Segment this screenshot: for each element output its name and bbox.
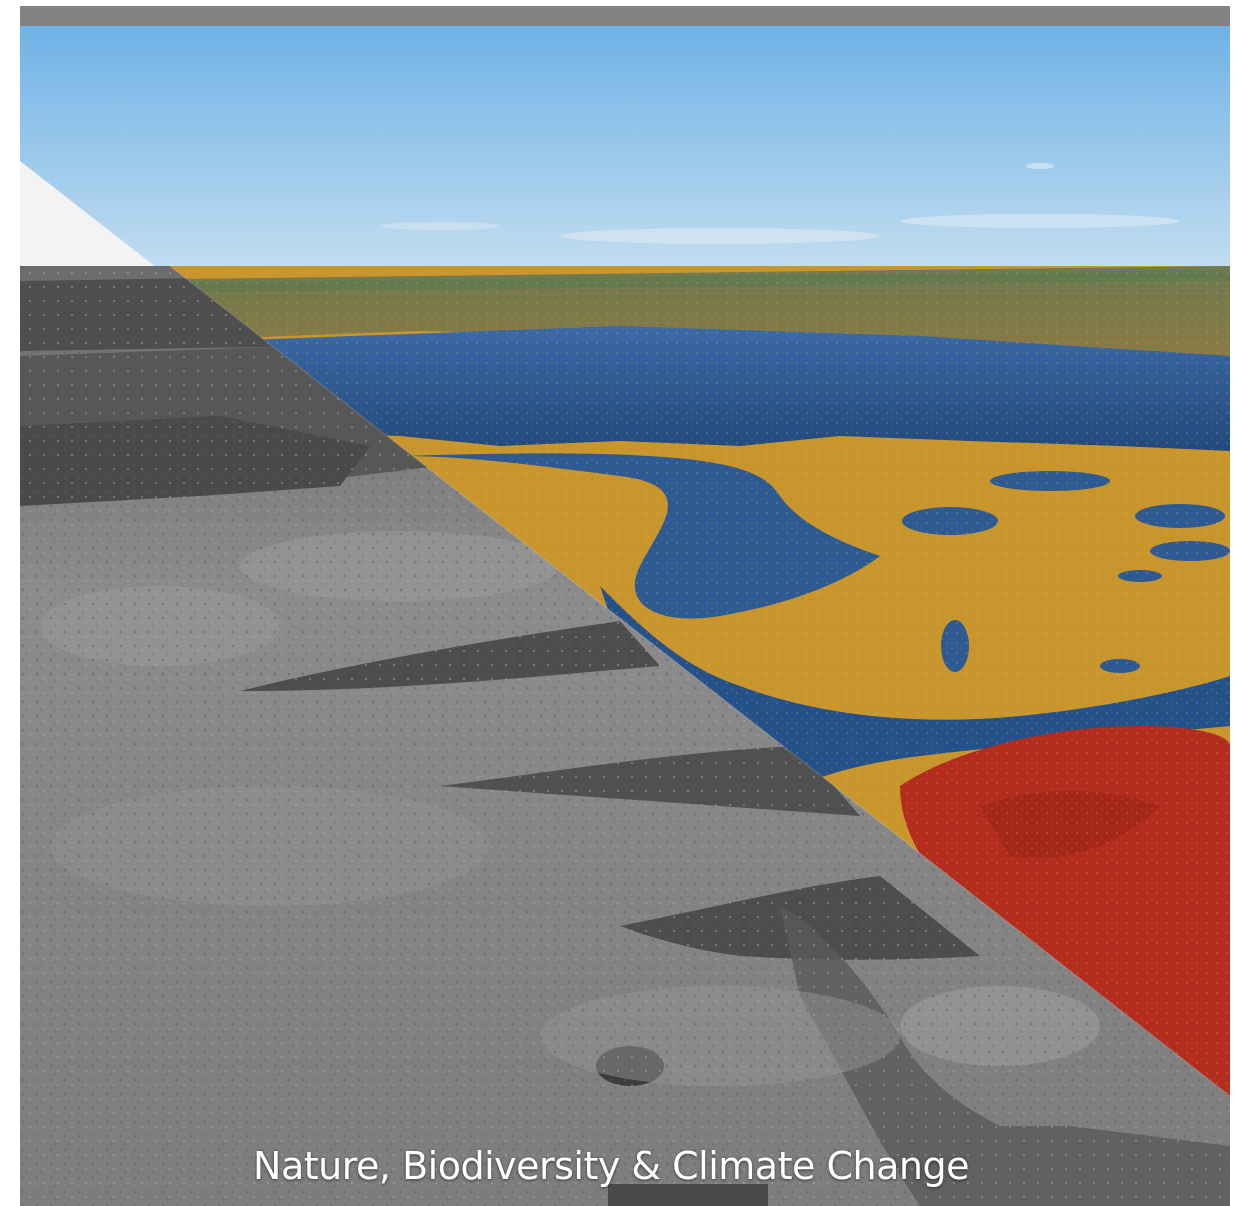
top-banner-bar [20, 6, 1230, 26]
landscape-illustration [20, 26, 1230, 1206]
cover-photo: Nature, Biodiversity & Climate Change [20, 26, 1230, 1206]
cover-caption: Nature, Biodiversity & Climate Change [253, 1144, 969, 1188]
white-corner-wedge [20, 161, 170, 278]
bottom-dark-tab [608, 1184, 768, 1206]
